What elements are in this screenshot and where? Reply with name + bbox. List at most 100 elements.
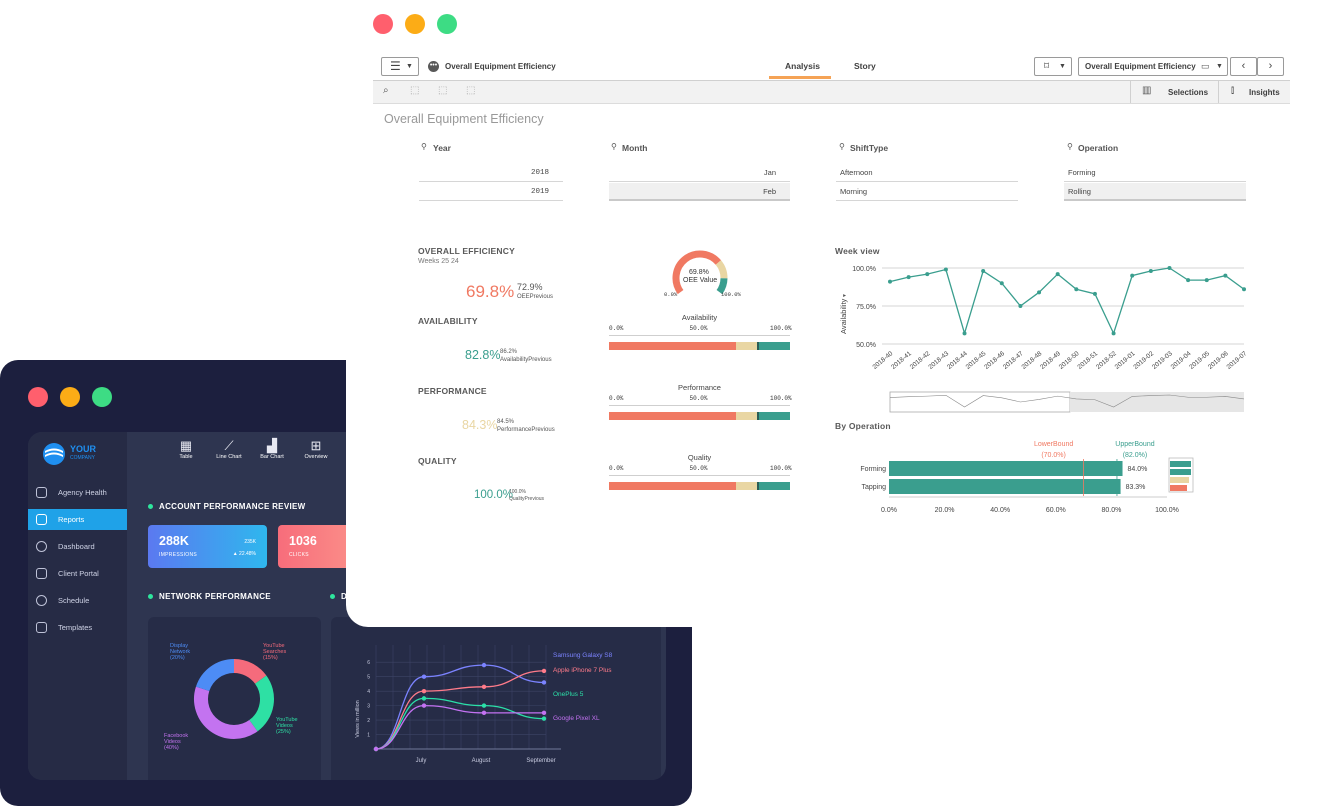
maximize-dot[interactable]	[92, 387, 112, 407]
views-point[interactable]	[421, 696, 427, 701]
views-point[interactable]	[481, 710, 487, 716]
operation-bar[interactable]	[889, 479, 1121, 494]
bar-category-label: Forming	[860, 466, 886, 473]
step-forward-icon[interactable]: ⬚	[438, 85, 448, 96]
sheet-selector[interactable]: Overall Equipment Efficiency ▭ ▼	[1078, 57, 1228, 76]
chevron-down-icon: ▼	[406, 63, 413, 70]
filter-item[interactable]: Forming	[1064, 164, 1246, 182]
company-logo[interactable]: YOUR COMPANY	[42, 442, 132, 470]
sidebar-item-client-portal[interactable]: Client Portal	[28, 563, 127, 584]
views-point[interactable]	[421, 688, 427, 694]
week-point[interactable]	[1223, 273, 1228, 278]
week-point[interactable]	[1186, 278, 1191, 283]
clicks-card[interactable]: 1036 CLICKS	[278, 525, 358, 568]
week-point[interactable]	[943, 267, 948, 272]
bullet-bar[interactable]	[609, 412, 790, 420]
maximize-dot[interactable]	[437, 14, 457, 34]
app-title[interactable]: Overall Equipment Efficiency	[445, 62, 556, 71]
close-dot[interactable]	[28, 387, 48, 407]
oee-gauge[interactable]: 69.8% OEE Value 0.0% 100.0%	[656, 245, 744, 305]
selections-button[interactable]: Selections	[1168, 88, 1209, 97]
sidebar-item-schedule[interactable]: Schedule	[28, 590, 127, 611]
week-point[interactable]	[981, 269, 986, 274]
filter-item[interactable]: Morning	[836, 183, 1018, 201]
week-view-title: Week view	[835, 246, 880, 256]
insights-button[interactable]: Insights	[1249, 88, 1280, 97]
week-point[interactable]	[888, 279, 892, 284]
views-point[interactable]	[481, 684, 487, 690]
views-point[interactable]	[421, 703, 427, 708]
minimize-dot[interactable]	[405, 14, 425, 34]
week-point[interactable]	[1130, 273, 1135, 278]
week-point[interactable]	[925, 272, 930, 277]
views-point[interactable]	[541, 716, 547, 721]
views-point[interactable]	[541, 668, 547, 674]
operation-bar[interactable]	[889, 461, 1123, 476]
bar-value-label: 84.0%	[1128, 466, 1148, 473]
week-point[interactable]	[906, 275, 911, 280]
performance-value[interactable]: 84.3%	[462, 418, 498, 432]
views-point[interactable]	[481, 662, 487, 668]
sort-icon[interactable]: ▼	[842, 293, 848, 298]
views-point[interactable]	[421, 674, 427, 679]
week-point[interactable]	[1092, 291, 1097, 296]
minimize-dot[interactable]	[60, 387, 80, 407]
donut-slice[interactable]	[248, 675, 274, 732]
week-point[interactable]	[1111, 331, 1116, 336]
week-view-chart[interactable]: 100.0%75.0%50.0%Availability▼2018-402018…	[832, 258, 1252, 418]
week-point[interactable]	[1148, 269, 1153, 274]
scrollbar-thumb[interactable]	[889, 391, 1071, 413]
sidebar-item-dashboard[interactable]: Dashboard	[28, 536, 127, 557]
top-nav-table[interactable]: ▦ Table	[166, 438, 206, 460]
quality-value[interactable]: 100.0%	[474, 489, 514, 501]
oee-value[interactable]: 69.8%	[466, 282, 515, 301]
views-point[interactable]	[541, 680, 547, 685]
step-back-icon[interactable]: ⬚	[410, 85, 420, 96]
filter-item[interactable]: 2018	[419, 164, 563, 182]
bookmarks-button[interactable]: ⌑ ▼	[1034, 57, 1072, 76]
menu-button[interactable]: ☰ ▼	[381, 57, 419, 76]
scrollbar-track[interactable]	[1070, 392, 1244, 412]
bullet-bar[interactable]	[609, 342, 790, 350]
week-point[interactable]	[1055, 272, 1060, 277]
filter-item[interactable]: 2019	[419, 183, 563, 201]
by-operation-chart[interactable]: LowerBound (70.0%) UpperBound (82.0%) Formin…	[832, 432, 1252, 522]
bullet-bar[interactable]	[609, 482, 790, 490]
views-point[interactable]	[373, 746, 379, 752]
week-point[interactable]	[1204, 278, 1209, 283]
donut-slice[interactable]	[194, 686, 258, 739]
week-point[interactable]	[1037, 290, 1042, 295]
smart-search-icon[interactable]: ⌕	[383, 85, 389, 96]
clear-selections-icon[interactable]: ⬚	[466, 85, 476, 96]
week-point[interactable]	[1242, 287, 1246, 292]
week-point[interactable]	[1018, 304, 1023, 308]
search-icon: ⚲	[611, 142, 617, 151]
tab-analysis[interactable]: Analysis	[785, 61, 820, 71]
filter-item[interactable]: Feb	[609, 183, 790, 201]
donut-slice[interactable]	[233, 659, 267, 685]
sidebar-item-reports[interactable]: Reports	[28, 509, 127, 530]
impressions-card[interactable]: 288K IMPRESSIONS 235K ▲ 22.48%	[148, 525, 267, 568]
week-point[interactable]	[962, 331, 967, 336]
views-series-line	[375, 697, 545, 750]
tab-story[interactable]: Story	[854, 61, 876, 71]
availability-value[interactable]: 82.8%	[465, 348, 501, 362]
sidebar-item-agency-health[interactable]: Agency Health	[28, 482, 127, 503]
filter-item[interactable]: Jan	[609, 164, 790, 182]
views-point[interactable]	[541, 710, 547, 716]
week-point[interactable]	[1167, 266, 1172, 270]
donut-slice[interactable]	[195, 659, 235, 692]
top-nav-overview[interactable]: ⊞ Overview	[296, 438, 336, 460]
top-nav-line-chart[interactable]: ⟋ Line Chart	[209, 438, 249, 460]
filter-title: Year	[433, 143, 451, 153]
week-point[interactable]	[999, 281, 1004, 286]
filter-item[interactable]: Afternoon	[836, 164, 1018, 182]
previous-sheet-button[interactable]: ‹	[1230, 57, 1257, 76]
filter-item[interactable]: Rolling	[1064, 183, 1246, 201]
views-point[interactable]	[481, 703, 487, 708]
week-point[interactable]	[1074, 287, 1079, 292]
top-nav-bar-chart[interactable]: ▟ Bar Chart	[252, 438, 292, 460]
next-sheet-button[interactable]: ›	[1257, 57, 1284, 76]
sidebar-item-templates[interactable]: Templates	[28, 617, 127, 638]
close-dot[interactable]	[373, 14, 393, 34]
